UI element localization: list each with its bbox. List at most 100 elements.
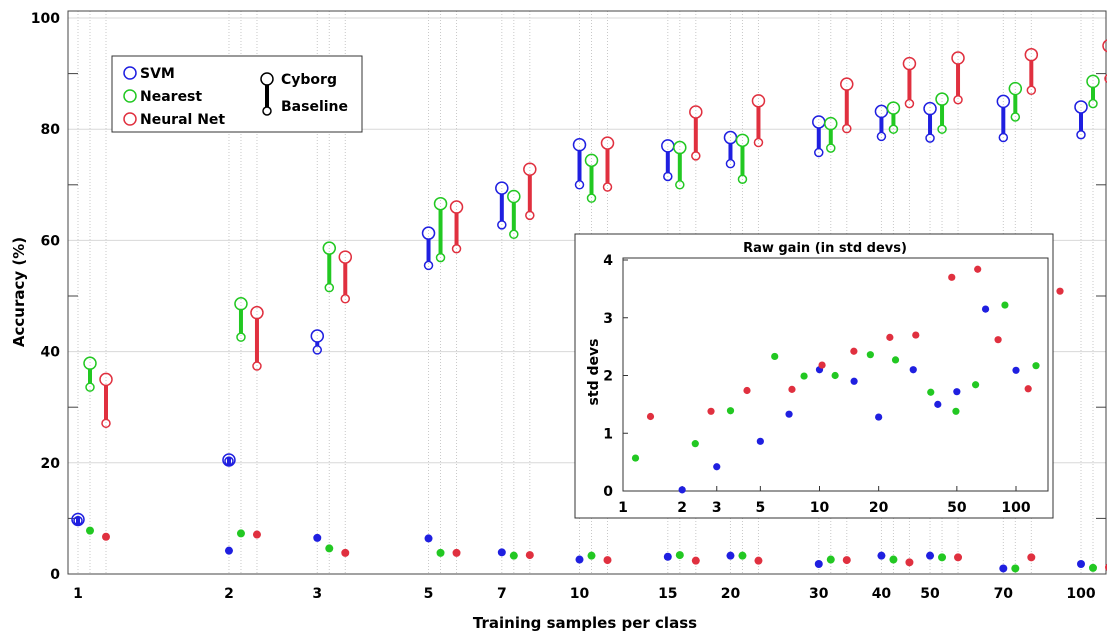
cyborg-point [902,56,917,71]
x-tick-label: 100 [1066,586,1095,602]
cyborg-point [1074,100,1088,114]
bottom-point [325,544,334,553]
inset-x-tick-label: 50 [947,500,967,516]
legend-label: Neural Net [140,112,225,128]
cyborg-point [421,226,436,240]
cyborg-point [71,512,85,527]
inset-point [891,356,900,364]
inset-point [691,440,699,448]
cyborg-point [322,241,337,255]
inset-point [971,381,980,389]
cyborg-point [523,162,537,176]
inset-point [771,352,779,361]
baseline-point [101,418,111,429]
y-axis-label: Accuracy (%) [10,237,28,347]
legend-label: Nearest [140,89,202,105]
bottom-point [313,533,322,542]
baseline-point [73,515,83,526]
bottom-point [675,551,684,560]
baseline-point [509,229,519,240]
legend-label: SVM [140,66,175,82]
bottom-point [691,556,700,565]
inset-point [927,388,935,396]
inset-y-tick-label: 1 [603,426,613,442]
inset-point [953,388,961,396]
baseline-point [1026,85,1037,96]
cyborg-point [1008,81,1023,96]
cyborg-point [572,138,587,152]
inset-point [994,336,1002,344]
inset-point [1012,366,1020,374]
x-tick-label: 1 [73,586,83,602]
baseline-point [574,180,585,190]
baseline-point [451,243,462,254]
inset-point [912,331,920,339]
cyborg-point [874,104,889,119]
inset-point [707,407,715,415]
baseline-point [925,133,935,143]
bottom-point [889,555,898,564]
baseline-point [753,137,764,148]
cyborg-point [951,51,965,65]
baseline-point [888,124,899,134]
cyborg-point [584,153,599,168]
inset-x-tick-label: 20 [869,500,889,516]
x-axis-label: Training samples per class [473,614,697,632]
cyborg-point [1024,47,1039,62]
bottom-point [575,555,584,564]
inset-point [1024,385,1032,393]
cyborg-point [996,94,1011,109]
cyborg-point [449,200,464,214]
legend-marker-label: Baseline [281,99,348,115]
bottom-point [842,556,851,565]
bottom-point [341,548,350,557]
inset-point [1056,287,1064,295]
inset-point [974,265,982,273]
legend-marker [123,89,137,103]
cyborg-point [673,140,687,155]
cyborg-point [840,77,854,91]
inset-point [631,454,640,462]
legend-marker-label: Cyborg [281,72,337,88]
inset-chart: Raw gain (in std devs) std devs 1 2 3 5 10 20… [574,233,1064,519]
cyborg-point [689,105,703,119]
x-tick-label: 70 [994,586,1014,602]
cyborg-point [735,133,750,148]
inset-y-axis-label: std devs [586,339,602,406]
legend-baseline-marker [262,106,272,116]
bottom-point [252,530,261,539]
baseline-point [602,182,613,192]
baseline-point [435,252,446,263]
baseline-point [876,131,887,142]
baseline-point [737,174,748,184]
bottom-point [587,551,596,560]
bottom-point [738,551,747,560]
bottom-point [926,551,935,560]
y-tick-label: 80 [41,122,61,138]
bottom-point [436,548,445,557]
main-marks [71,39,1107,573]
inset-point [850,377,858,385]
bottom-point [938,553,947,562]
inset-title: Raw gain (in std devs) [743,241,907,256]
bottom-point [452,548,461,557]
cyborg-point [495,181,509,195]
x-tick-label: 15 [658,586,677,602]
baseline-point [324,282,335,293]
inset-x-tick-label: 3 [712,500,722,516]
y-tick-label: 100 [31,11,60,27]
inset-x-tick-label: 100 [1001,500,1030,516]
legend-box [111,55,363,133]
inset-point [866,351,874,359]
cyborg-point [433,196,448,211]
baseline-point [663,171,673,182]
y-tick-label: 20 [41,456,61,472]
baseline-point [423,260,434,271]
x-tick-label: 30 [809,586,829,602]
cyborg-point [600,136,615,150]
baseline-point [236,332,246,342]
inset-plot-frame [622,257,1049,492]
